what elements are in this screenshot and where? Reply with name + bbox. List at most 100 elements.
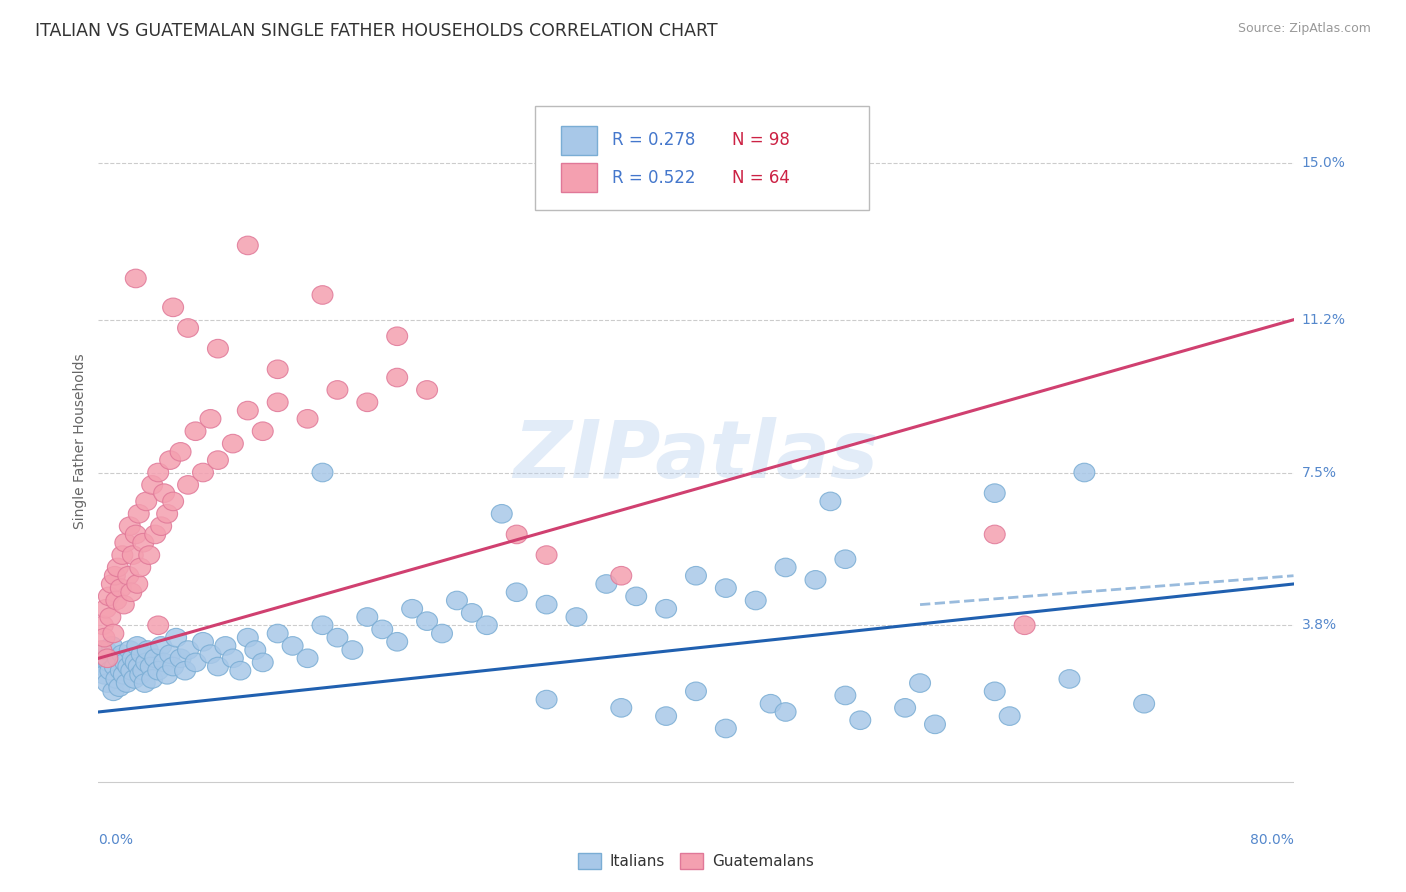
Ellipse shape — [402, 599, 423, 618]
Ellipse shape — [121, 661, 142, 680]
Ellipse shape — [91, 640, 112, 659]
Ellipse shape — [163, 298, 184, 317]
Ellipse shape — [835, 549, 856, 568]
Ellipse shape — [596, 574, 617, 593]
Text: N = 64: N = 64 — [733, 169, 790, 186]
Ellipse shape — [432, 624, 453, 643]
Ellipse shape — [120, 516, 141, 535]
Ellipse shape — [174, 661, 195, 680]
Ellipse shape — [139, 546, 160, 565]
Ellipse shape — [238, 401, 259, 420]
Ellipse shape — [342, 640, 363, 659]
Ellipse shape — [97, 673, 118, 692]
FancyBboxPatch shape — [534, 105, 869, 211]
Ellipse shape — [806, 571, 825, 589]
Ellipse shape — [267, 624, 288, 643]
Ellipse shape — [105, 591, 127, 610]
Ellipse shape — [132, 533, 153, 552]
Ellipse shape — [107, 558, 128, 577]
Ellipse shape — [138, 640, 159, 659]
Ellipse shape — [536, 595, 557, 614]
Ellipse shape — [491, 505, 512, 523]
Ellipse shape — [186, 422, 207, 441]
Ellipse shape — [215, 637, 236, 656]
Ellipse shape — [761, 694, 782, 713]
Ellipse shape — [416, 612, 437, 631]
Text: 11.2%: 11.2% — [1302, 313, 1346, 326]
Ellipse shape — [156, 665, 177, 684]
Text: ZIPatlas: ZIPatlas — [513, 417, 879, 495]
Ellipse shape — [222, 649, 243, 667]
Ellipse shape — [312, 285, 333, 304]
Ellipse shape — [567, 607, 586, 626]
Ellipse shape — [186, 653, 207, 672]
Ellipse shape — [129, 665, 150, 684]
Text: 7.5%: 7.5% — [1302, 466, 1337, 480]
Ellipse shape — [1014, 616, 1035, 634]
Ellipse shape — [105, 670, 127, 689]
Ellipse shape — [125, 653, 146, 672]
Ellipse shape — [177, 640, 198, 659]
Ellipse shape — [357, 607, 378, 626]
Ellipse shape — [150, 516, 172, 535]
Ellipse shape — [93, 657, 114, 676]
Ellipse shape — [371, 620, 392, 639]
Ellipse shape — [655, 599, 676, 618]
Ellipse shape — [610, 698, 631, 717]
Ellipse shape — [984, 682, 1005, 700]
Ellipse shape — [252, 422, 273, 441]
Ellipse shape — [91, 649, 112, 667]
Ellipse shape — [98, 653, 120, 672]
Ellipse shape — [1000, 706, 1021, 725]
Ellipse shape — [98, 587, 120, 606]
Ellipse shape — [141, 657, 162, 676]
Ellipse shape — [117, 673, 138, 692]
Ellipse shape — [132, 661, 153, 680]
Ellipse shape — [193, 463, 214, 482]
Ellipse shape — [94, 665, 115, 684]
Ellipse shape — [170, 442, 191, 461]
Ellipse shape — [153, 653, 174, 672]
Text: 3.8%: 3.8% — [1302, 618, 1337, 632]
Ellipse shape — [129, 558, 150, 577]
Ellipse shape — [910, 673, 931, 692]
Ellipse shape — [101, 574, 122, 593]
Ellipse shape — [252, 653, 273, 672]
Ellipse shape — [984, 483, 1005, 502]
Ellipse shape — [160, 450, 180, 469]
Ellipse shape — [283, 637, 304, 656]
Ellipse shape — [328, 628, 347, 647]
Ellipse shape — [160, 645, 180, 664]
Ellipse shape — [114, 595, 135, 614]
Ellipse shape — [156, 505, 177, 523]
Ellipse shape — [125, 269, 146, 288]
Ellipse shape — [461, 604, 482, 623]
Ellipse shape — [835, 686, 856, 705]
Ellipse shape — [1074, 463, 1095, 482]
Ellipse shape — [200, 409, 221, 428]
Ellipse shape — [148, 616, 169, 634]
Ellipse shape — [122, 546, 143, 565]
Ellipse shape — [103, 682, 124, 700]
Ellipse shape — [100, 607, 121, 626]
Ellipse shape — [925, 715, 945, 733]
Ellipse shape — [984, 525, 1005, 544]
Ellipse shape — [894, 698, 915, 717]
Ellipse shape — [416, 381, 437, 400]
Ellipse shape — [716, 719, 737, 738]
Ellipse shape — [96, 640, 117, 659]
Ellipse shape — [104, 657, 125, 676]
Ellipse shape — [222, 434, 243, 453]
Ellipse shape — [94, 628, 115, 647]
Ellipse shape — [477, 616, 498, 634]
FancyBboxPatch shape — [561, 126, 596, 154]
Ellipse shape — [447, 591, 467, 610]
Ellipse shape — [312, 463, 333, 482]
Ellipse shape — [208, 339, 228, 358]
Ellipse shape — [115, 653, 136, 672]
Ellipse shape — [93, 616, 114, 634]
Ellipse shape — [121, 583, 142, 601]
Ellipse shape — [148, 463, 169, 482]
Ellipse shape — [131, 645, 152, 664]
Ellipse shape — [775, 703, 796, 722]
